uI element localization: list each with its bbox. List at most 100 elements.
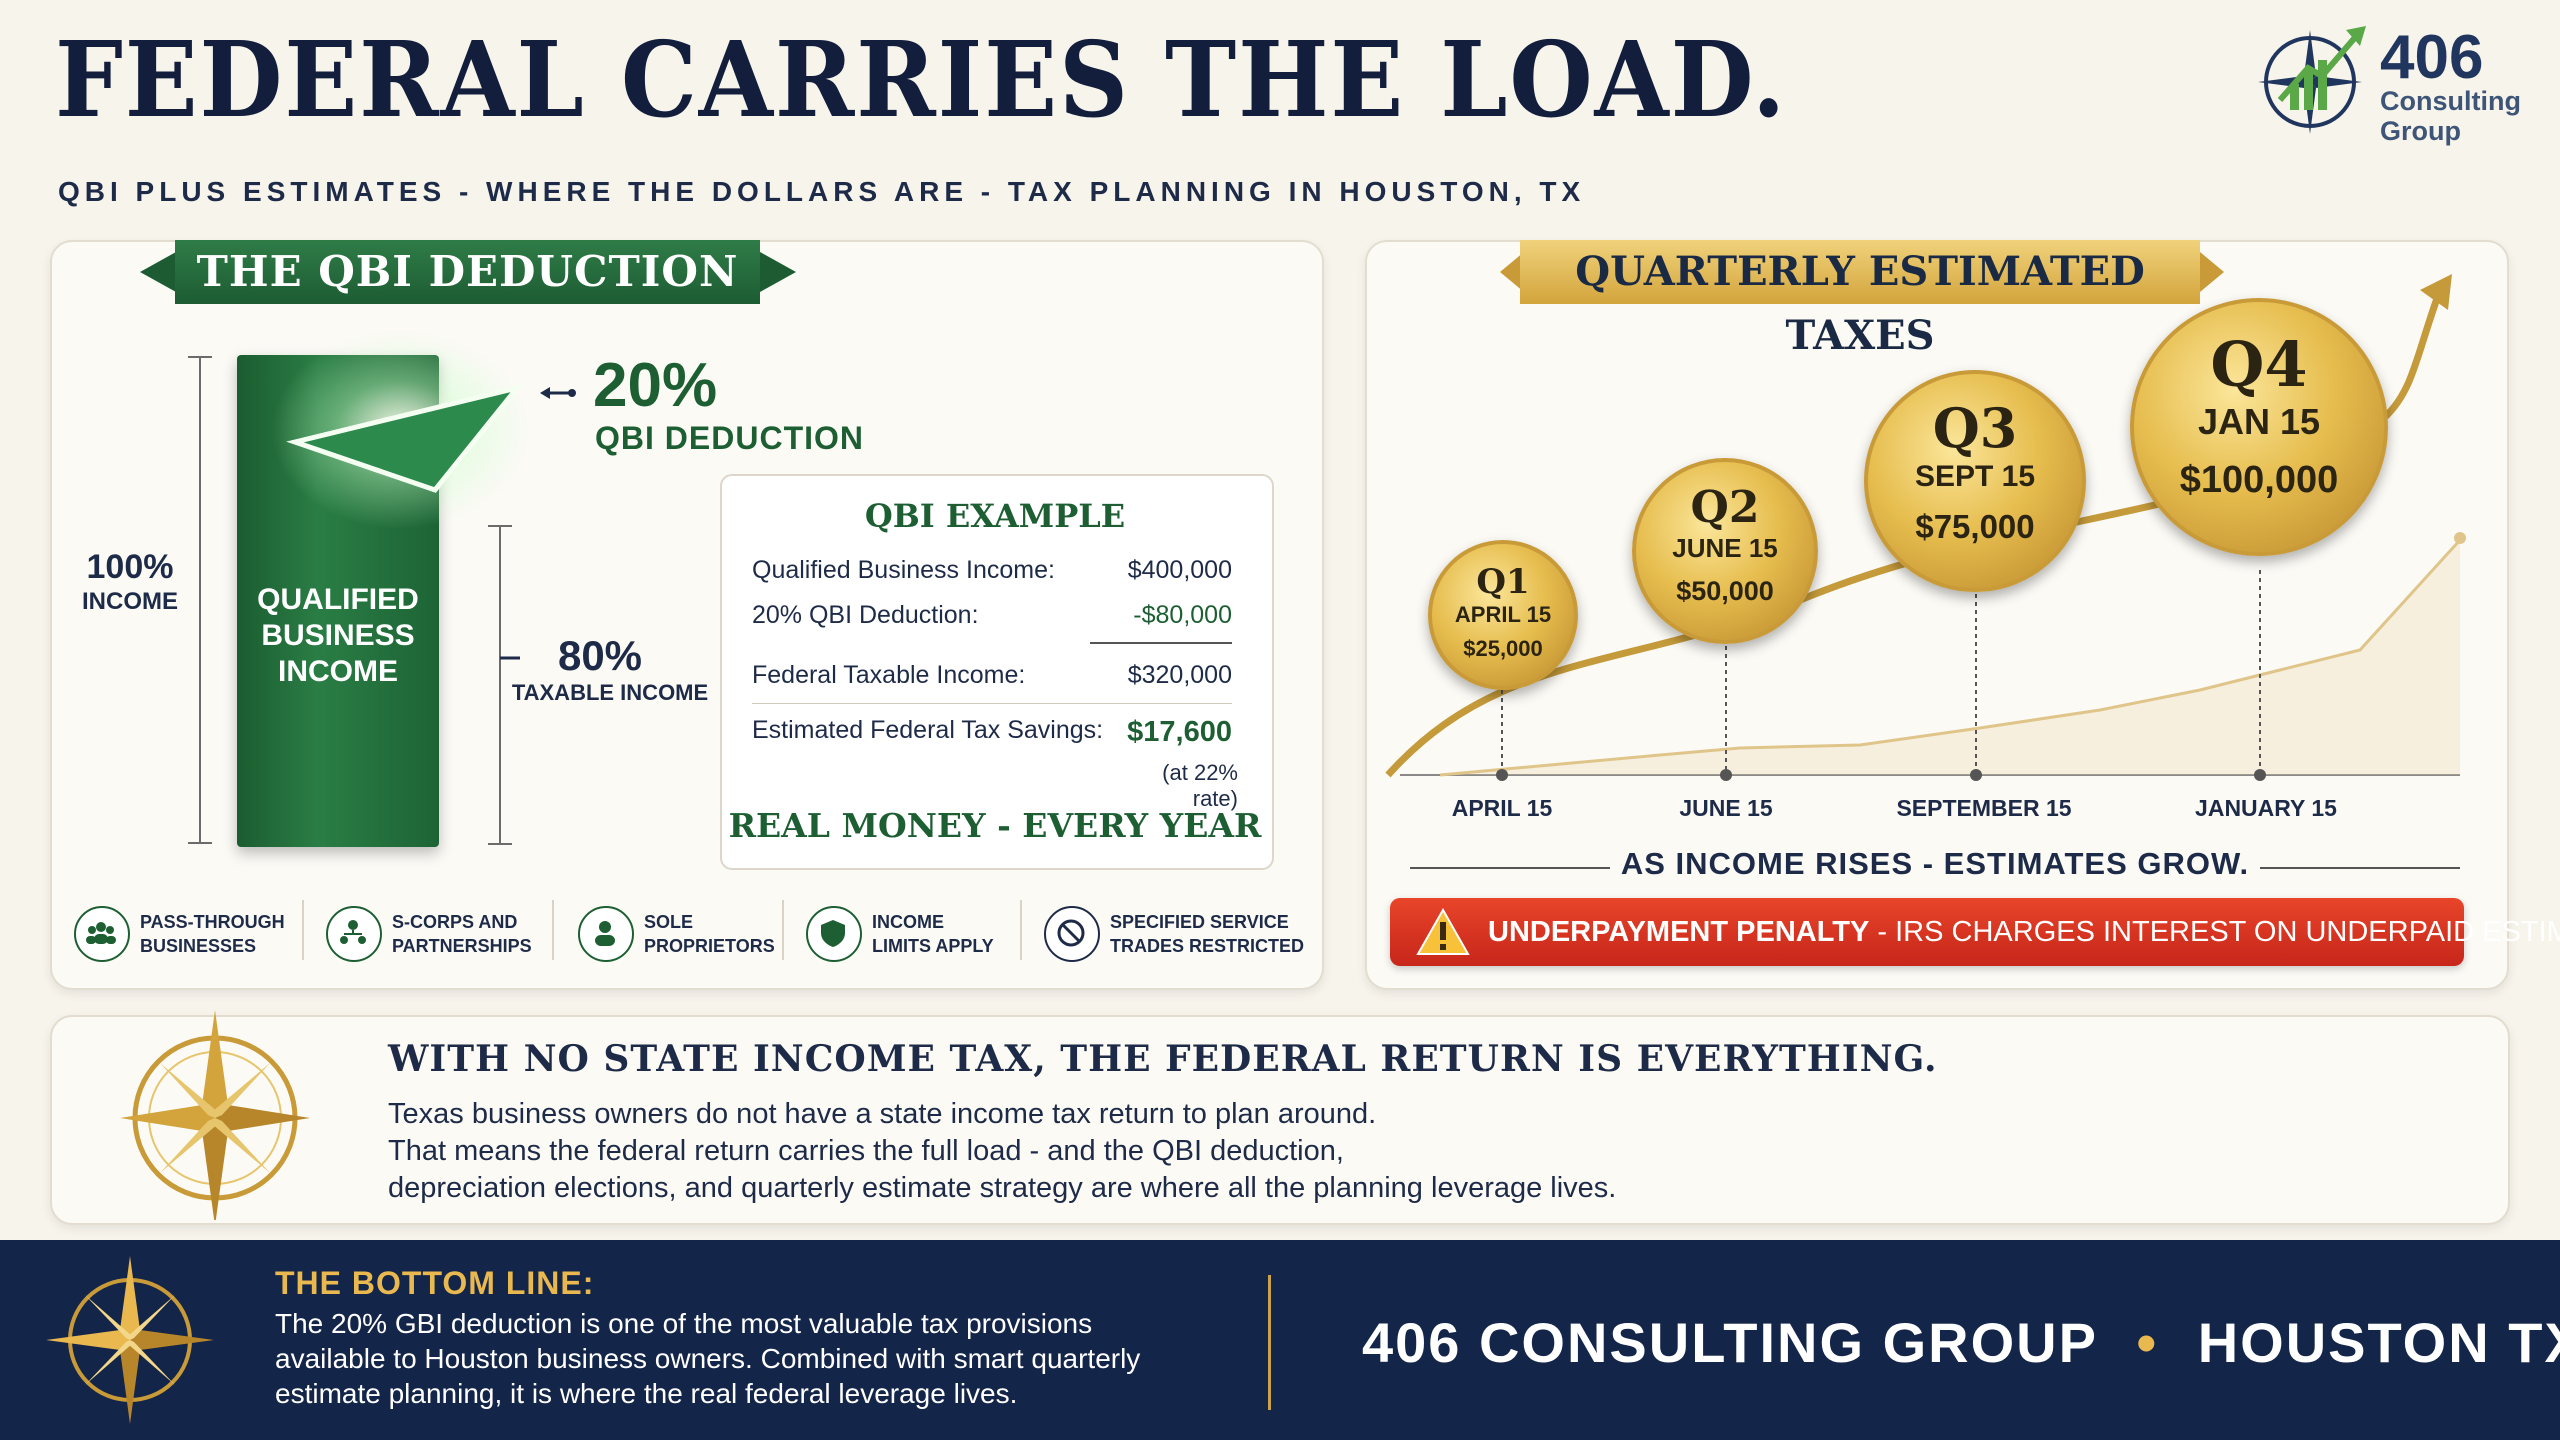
- page-title: FEDERAL CARRIES THE LOAD.: [55, 18, 1788, 141]
- q3-coin: Q3 SEPT 15 $75,000: [1864, 370, 2086, 592]
- bottom-divider: [1268, 1275, 1271, 1410]
- bottom-line-heading: THE BOTTOM LINE:: [275, 1265, 595, 1301]
- feature-text: SOLE PROPRIETORS: [644, 910, 775, 958]
- logo-compass-icon: [2258, 26, 2366, 134]
- person-icon: [578, 906, 634, 962]
- feature-text: PASS-THROUGH BUSINESSES: [140, 910, 285, 958]
- caption-rule-left: [1410, 867, 1610, 869]
- bottom-bar: [0, 1240, 2560, 1440]
- state-tax-panel: [50, 1015, 2510, 1225]
- warning-icon: [1416, 908, 1470, 955]
- org-chart-icon: [326, 906, 382, 962]
- feature-line: S-CORPS AND: [392, 912, 518, 932]
- row-label: Estimated Federal Tax Savings:: [752, 716, 1104, 744]
- coin-amount: $100,000: [2179, 459, 2339, 501]
- q1-coin: Q1 APRIL 15 $25,000: [1428, 540, 1578, 690]
- block-label-line-1: QUALIFIED: [257, 583, 419, 616]
- qbi-example-card: [720, 474, 1274, 870]
- row-label: 20% QBI Deduction:: [752, 601, 979, 629]
- qbi-banner: THE QBI DEDUCTION: [175, 240, 760, 304]
- taxable-percent-label: TAXABLE INCOME: [511, 680, 709, 705]
- feature-line: LIMITS APPLY: [872, 936, 994, 956]
- coin-date: JUNE 15: [1672, 533, 1778, 563]
- prohibited-icon: [1044, 906, 1100, 962]
- income-bracket: [188, 356, 212, 844]
- feature-line: SOLE: [644, 912, 694, 932]
- row-value: -$80,000: [1133, 601, 1232, 629]
- logo-line-1: Consulting: [2380, 86, 2521, 116]
- bottom-line-3: estimate planning, it is where the real …: [275, 1378, 1018, 1409]
- feature-divider: [1020, 900, 1022, 960]
- coin-quarter: Q2: [1690, 482, 1760, 533]
- feature-divider: [302, 900, 304, 960]
- estimates-caption: AS INCOME RISES - ESTIMATES GROW.: [1620, 846, 2250, 881]
- block-label-line-2: BUSINESS: [261, 619, 415, 652]
- tick-label: JANUARY 15: [2195, 795, 2337, 821]
- coin-quarter: Q3: [1932, 396, 2018, 460]
- feature-text: INCOME LIMITS APPLY: [872, 910, 994, 958]
- feature-line: INCOME: [872, 912, 944, 932]
- feature-divider: [552, 900, 554, 960]
- deduction-wedge-icon: [286, 383, 524, 493]
- qbi-banner-tail-left: [140, 252, 176, 292]
- shield-icon: [806, 906, 862, 962]
- caption-rule-right: [2260, 867, 2460, 869]
- state-tax-heading: WITH NO STATE INCOME TAX, THE FEDERAL RE…: [388, 1038, 1938, 1080]
- tick-label: SEPTEMBER 15: [1896, 795, 2072, 821]
- coin-quarter: Q4: [2210, 328, 2308, 401]
- tick-label: JUNE 15: [1679, 795, 1773, 821]
- logo-name: Consulting Group: [2380, 86, 2521, 146]
- penalty-banner: [1390, 898, 2464, 966]
- feature-divider: [782, 900, 784, 960]
- feature-line: BUSINESSES: [140, 936, 257, 956]
- bottom-compass-icon: [46, 1256, 214, 1424]
- feature-line: PARTNERSHIPS: [392, 936, 532, 956]
- coin-date: SEPT 15: [1914, 460, 2036, 493]
- tick-label: APRIL 15: [1451, 795, 1553, 821]
- sum-line: [1090, 642, 1232, 644]
- penalty-text: UNDERPAYMENT PENALTY - IRS CHARGES INTER…: [1488, 916, 2560, 949]
- brand-city: HOUSTON TX: [2197, 1311, 2560, 1374]
- q2-coin: Q2 JUNE 15 $50,000: [1632, 458, 1818, 644]
- page-subtitle: QBI PLUS ESTIMATES - WHERE THE DOLLARS A…: [58, 176, 1586, 207]
- block-label-line-3: INCOME: [278, 655, 398, 688]
- deduction-percent-label: QBI DEDUCTION: [595, 420, 864, 456]
- compass-star-icon: [120, 1010, 310, 1220]
- coin-amount: $75,000: [1915, 508, 2035, 545]
- row-value: $320,000: [1127, 661, 1232, 689]
- block-label: QUALIFIED BUSINESS INCOME: [237, 582, 439, 690]
- brand-separator: •: [2136, 1311, 2159, 1374]
- divider: [752, 703, 1232, 704]
- state-tax-line-3: depreciation elections, and quarterly es…: [388, 1172, 1617, 1204]
- row-label: Qualified Business Income:: [752, 556, 1055, 584]
- brand-signature: 406 CONSULTING GROUP • HOUSTON TX: [1362, 1310, 2560, 1375]
- penalty-rest: - IRS CHARGES INTEREST ON UNDERPAID ESTI…: [1877, 916, 2560, 948]
- feature-line: TRADES RESTRICTED: [1110, 936, 1305, 956]
- feature-line: PROPRIETORS: [644, 936, 775, 956]
- income-percent-label: INCOME: [82, 588, 178, 615]
- taxable-percent: 80%: [557, 632, 643, 679]
- coin-date: APRIL 15: [1454, 602, 1552, 627]
- state-tax-line-2: That means the federal return carries th…: [388, 1135, 1344, 1167]
- row-value: $17,600: [1127, 716, 1232, 748]
- logo-line-2: Group: [2380, 116, 2461, 146]
- feature-line: SPECIFIED SERVICE: [1110, 912, 1289, 932]
- bottom-line-2: available to Houston business owners. Co…: [275, 1343, 1141, 1374]
- estimates-banner-tail-right: [2200, 252, 2224, 292]
- logo-number: 406: [2380, 23, 2484, 92]
- deduction-percent: 20%: [593, 351, 718, 420]
- row-label: Federal Taxable Income:: [752, 661, 1026, 689]
- penalty-bold: UNDERPAYMENT PENALTY: [1488, 916, 1870, 948]
- taxable-bracket: [488, 525, 520, 845]
- coin-amount: $25,000: [1463, 636, 1543, 661]
- deduction-arrow-icon: [540, 387, 576, 399]
- rate-note: (at 22% rate): [1162, 760, 1238, 811]
- people-group-icon: [74, 906, 130, 962]
- qbi-example-title: QBI EXAMPLE: [864, 497, 1126, 535]
- brand-name: 406 CONSULTING GROUP: [1362, 1311, 2097, 1374]
- coin-amount: $50,000: [1676, 576, 1774, 606]
- row-value: $400,000: [1127, 556, 1232, 584]
- coin-date: JAN 15: [2197, 401, 2321, 442]
- qbi-example-footer: REAL MONEY - EVERY YEAR: [728, 806, 1262, 845]
- feature-line: PASS-THROUGH: [140, 912, 285, 932]
